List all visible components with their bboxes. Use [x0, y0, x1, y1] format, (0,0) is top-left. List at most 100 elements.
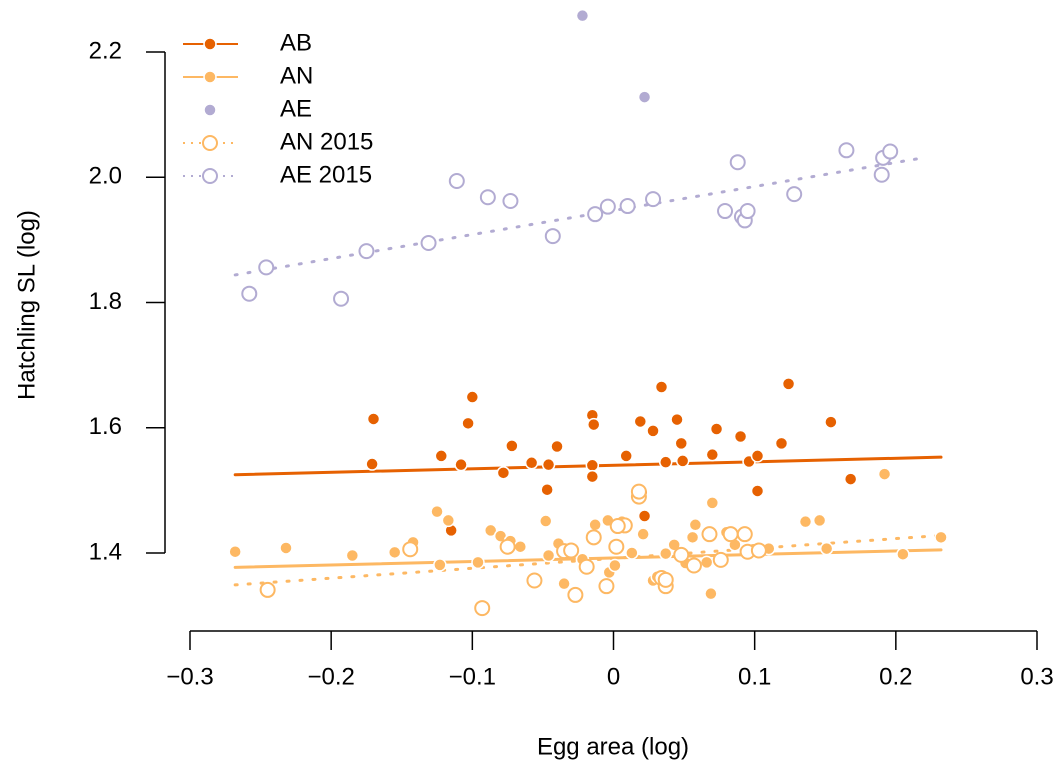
point	[812, 513, 827, 528]
point	[483, 523, 498, 538]
point	[739, 203, 756, 220]
point	[465, 390, 480, 404]
x-tick-label: 0.3	[1020, 663, 1053, 690]
legend-label: AE	[280, 95, 312, 122]
x-tick-label: 0.2	[879, 663, 912, 690]
point	[598, 578, 615, 595]
point	[441, 513, 456, 528]
point	[430, 504, 444, 519]
point	[524, 456, 539, 470]
point	[798, 514, 813, 529]
y-tick-label: 1.4	[89, 538, 122, 565]
point	[541, 457, 556, 472]
point	[358, 243, 375, 260]
point	[538, 514, 553, 528]
point	[701, 526, 718, 543]
point	[722, 526, 739, 543]
point	[550, 439, 564, 454]
point	[646, 424, 660, 438]
point	[630, 483, 647, 500]
point	[563, 542, 580, 559]
point	[609, 518, 626, 535]
point	[567, 586, 584, 603]
point	[705, 496, 720, 510]
point	[781, 377, 796, 391]
point	[585, 529, 602, 546]
point	[279, 541, 293, 555]
point	[654, 380, 669, 394]
point	[750, 484, 765, 498]
y-tick-label: 2.0	[89, 163, 122, 190]
point	[645, 191, 662, 208]
point	[365, 457, 379, 471]
point	[578, 558, 595, 575]
point	[513, 539, 528, 554]
point	[637, 90, 652, 104]
point	[461, 416, 475, 431]
point	[479, 189, 496, 206]
point	[729, 154, 746, 171]
point	[496, 466, 511, 480]
point	[433, 558, 447, 572]
point	[750, 449, 765, 463]
point	[657, 571, 674, 588]
point	[499, 538, 516, 555]
point	[625, 546, 639, 560]
legend-marker	[202, 168, 218, 184]
point	[505, 439, 519, 453]
point	[448, 172, 465, 189]
point	[575, 8, 590, 23]
point	[673, 546, 690, 563]
legend-label: AN	[280, 62, 313, 89]
point	[608, 538, 625, 555]
x-tick-label: −0.1	[449, 663, 496, 690]
point	[585, 458, 600, 473]
x-tick-label: 0	[607, 663, 620, 690]
point	[896, 547, 910, 561]
point	[736, 526, 753, 543]
point	[608, 558, 622, 573]
point	[544, 228, 561, 245]
point	[259, 581, 276, 598]
x-tick-label: −0.3	[166, 663, 213, 690]
point	[877, 467, 892, 481]
point	[774, 436, 789, 451]
point	[541, 548, 556, 563]
point	[471, 555, 485, 570]
x-axis-label: Egg area (log)	[537, 733, 689, 760]
point	[934, 530, 948, 545]
point	[366, 412, 381, 426]
point	[241, 285, 258, 302]
legend-marker	[203, 103, 217, 117]
point	[636, 527, 650, 541]
point	[474, 600, 491, 617]
point	[540, 482, 554, 497]
point	[882, 143, 899, 160]
y-tick-label: 1.8	[89, 288, 122, 315]
point	[688, 518, 703, 532]
point	[786, 186, 803, 203]
legend-label: AB	[280, 29, 312, 56]
point	[705, 447, 720, 462]
point	[712, 551, 729, 568]
point	[587, 206, 604, 223]
point	[873, 166, 890, 183]
point	[704, 586, 718, 601]
point	[585, 469, 600, 484]
point	[838, 142, 855, 159]
point	[675, 454, 690, 468]
point	[345, 548, 360, 563]
point	[402, 541, 419, 558]
legend-marker	[202, 135, 218, 151]
point	[228, 544, 242, 559]
point	[333, 290, 350, 307]
point	[667, 538, 681, 552]
point	[599, 198, 616, 215]
legend-label: AE 2015	[280, 161, 372, 188]
point	[685, 530, 700, 545]
x-tick-label: 0.1	[738, 663, 771, 690]
fit-line	[233, 155, 929, 277]
point	[586, 417, 601, 432]
point	[420, 234, 437, 251]
